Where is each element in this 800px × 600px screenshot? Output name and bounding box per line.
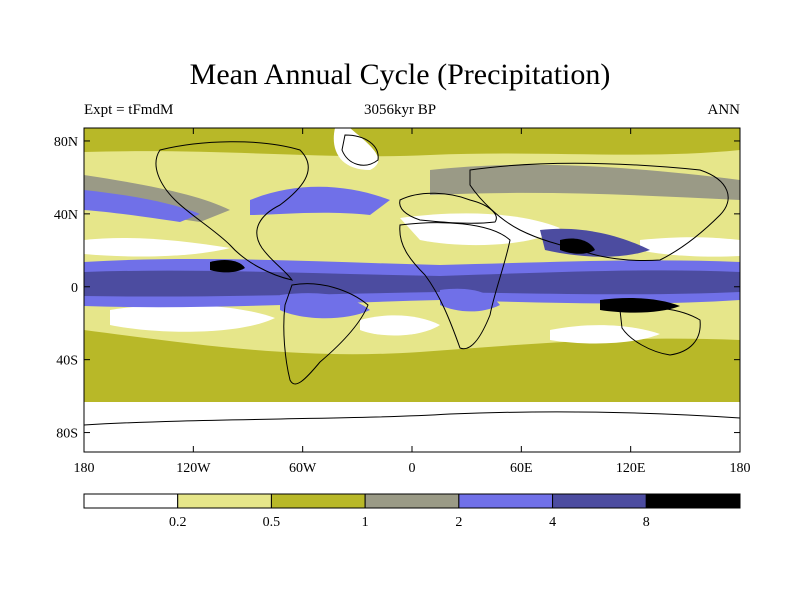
field-arctic bbox=[84, 128, 740, 157]
field-antarctic bbox=[84, 400, 740, 452]
legend-label: 2 bbox=[455, 515, 462, 530]
legend-label: 4 bbox=[549, 515, 556, 530]
lon-tick-label: 120W bbox=[176, 461, 211, 476]
legend-label: 0.5 bbox=[263, 515, 281, 530]
legend-swatch bbox=[364, 493, 460, 509]
lon-tick-label: 120E bbox=[616, 461, 646, 476]
legend-label: 0.2 bbox=[169, 515, 187, 530]
lon-tick-label: 180 bbox=[730, 461, 751, 476]
field-south-midlat bbox=[84, 330, 740, 372]
legend-swatch bbox=[458, 493, 554, 509]
lat-tick-label: 0 bbox=[71, 281, 78, 296]
field-monsoon-peak bbox=[560, 238, 595, 254]
field-north-atlantic bbox=[250, 186, 390, 215]
south-america-outline bbox=[283, 283, 369, 385]
season-label: ANN bbox=[707, 102, 741, 118]
lon-tick-label: 0 bbox=[409, 461, 416, 476]
legend-label: 1 bbox=[362, 515, 369, 530]
asia-outline bbox=[469, 162, 729, 261]
field-subtropic-pacific-n bbox=[84, 237, 230, 257]
coastlines bbox=[84, 134, 740, 426]
lon-tick-label: 180 bbox=[74, 461, 95, 476]
africa-outline bbox=[399, 222, 511, 350]
legend-swatch bbox=[83, 493, 179, 509]
antarctica-outline bbox=[84, 411, 740, 426]
field-subtropic-pacific-nw bbox=[640, 237, 740, 257]
field-amazon bbox=[280, 293, 370, 319]
australia-outline bbox=[619, 307, 701, 356]
legend-swatch bbox=[552, 493, 647, 509]
field-north-pacific-storm bbox=[84, 190, 200, 222]
north-america-outline bbox=[155, 141, 309, 281]
lon-tick-label: 60E bbox=[510, 461, 533, 476]
field-subtropic-pacific-s bbox=[110, 304, 275, 332]
field-itcz-core bbox=[84, 270, 740, 297]
longitude-axis: 180 120W 60W 0 60E 120E 180 bbox=[74, 128, 751, 476]
lon-tick-label: 60W bbox=[289, 461, 317, 476]
field-subtropic-atlantic-s bbox=[360, 315, 440, 336]
greenland-outline bbox=[341, 134, 379, 166]
precipitation-field bbox=[84, 128, 740, 452]
field-eurasia bbox=[430, 164, 740, 200]
experiment-label: Expt = tFmdM bbox=[84, 102, 174, 118]
lat-tick-label: 80S bbox=[56, 427, 78, 442]
color-legend: 0.2 0.5 1 2 4 8 bbox=[83, 493, 741, 530]
time-label: 3056kyr BP bbox=[363, 102, 437, 118]
lat-tick-label: 40N bbox=[54, 208, 78, 223]
field-congo bbox=[440, 288, 500, 312]
lat-tick-label: 40S bbox=[56, 354, 78, 369]
field-southern-ocean bbox=[84, 372, 740, 402]
legend-swatch bbox=[177, 493, 272, 509]
europe-outline bbox=[399, 192, 497, 224]
legend-swatch bbox=[645, 493, 741, 509]
latitude-axis: 80N 40N 0 40S 80S bbox=[54, 135, 740, 442]
chart-title: Mean Annual Cycle (Precipitation) bbox=[189, 58, 611, 91]
lat-tick-label: 80N bbox=[54, 135, 78, 150]
field-maritime-peak bbox=[600, 298, 680, 313]
legend-swatch bbox=[270, 493, 366, 509]
field-greenland bbox=[333, 128, 379, 170]
legend-label: 8 bbox=[643, 515, 650, 530]
field-pacific-peak bbox=[210, 260, 245, 273]
